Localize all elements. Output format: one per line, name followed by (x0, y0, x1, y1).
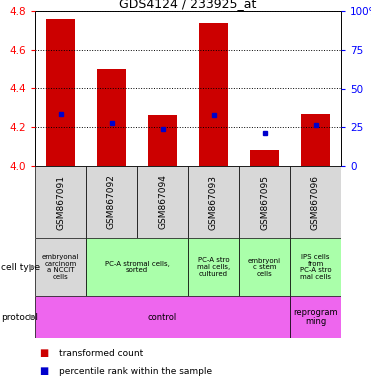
Text: PC-A stromal cells,
sorted: PC-A stromal cells, sorted (105, 261, 170, 273)
Bar (302, 114, 329, 166)
FancyBboxPatch shape (290, 296, 341, 338)
FancyBboxPatch shape (188, 238, 239, 296)
Title: GDS4124 / 233925_at: GDS4124 / 233925_at (119, 0, 257, 10)
Text: PC-A stro
mal cells,
cultured: PC-A stro mal cells, cultured (197, 258, 230, 276)
FancyBboxPatch shape (35, 296, 290, 338)
Text: ▶: ▶ (29, 263, 36, 271)
Text: protocol: protocol (1, 313, 38, 321)
Text: cell type: cell type (1, 263, 40, 271)
Text: IPS cells
from
PC-A stro
mal cells: IPS cells from PC-A stro mal cells (300, 254, 331, 280)
FancyBboxPatch shape (86, 166, 137, 238)
FancyBboxPatch shape (137, 166, 188, 238)
FancyBboxPatch shape (290, 166, 341, 238)
Bar (148, 115, 177, 166)
Text: GSM867093: GSM867093 (209, 174, 218, 230)
Bar (200, 23, 227, 166)
FancyBboxPatch shape (188, 166, 239, 238)
Bar (250, 151, 279, 166)
Text: control: control (148, 313, 177, 321)
Text: embryonal
carcinom
a NCCIT
cells: embryonal carcinom a NCCIT cells (42, 254, 79, 280)
Text: GSM867096: GSM867096 (311, 174, 320, 230)
Bar (46, 19, 75, 166)
Text: embryoni
c stem
cells: embryoni c stem cells (248, 258, 281, 276)
FancyBboxPatch shape (290, 238, 341, 296)
Text: ■: ■ (39, 366, 48, 376)
Text: percentile rank within the sample: percentile rank within the sample (59, 366, 212, 376)
FancyBboxPatch shape (239, 238, 290, 296)
Text: ■: ■ (39, 348, 48, 358)
FancyBboxPatch shape (35, 238, 86, 296)
Text: GSM867092: GSM867092 (107, 175, 116, 229)
FancyBboxPatch shape (86, 238, 188, 296)
Text: transformed count: transformed count (59, 349, 143, 358)
Bar (98, 69, 125, 166)
Text: reprogram
ming: reprogram ming (293, 308, 338, 326)
Text: GSM867091: GSM867091 (56, 174, 65, 230)
FancyBboxPatch shape (239, 166, 290, 238)
FancyBboxPatch shape (35, 166, 86, 238)
Text: GSM867095: GSM867095 (260, 174, 269, 230)
Text: ▶: ▶ (29, 313, 36, 321)
Text: GSM867094: GSM867094 (158, 175, 167, 229)
